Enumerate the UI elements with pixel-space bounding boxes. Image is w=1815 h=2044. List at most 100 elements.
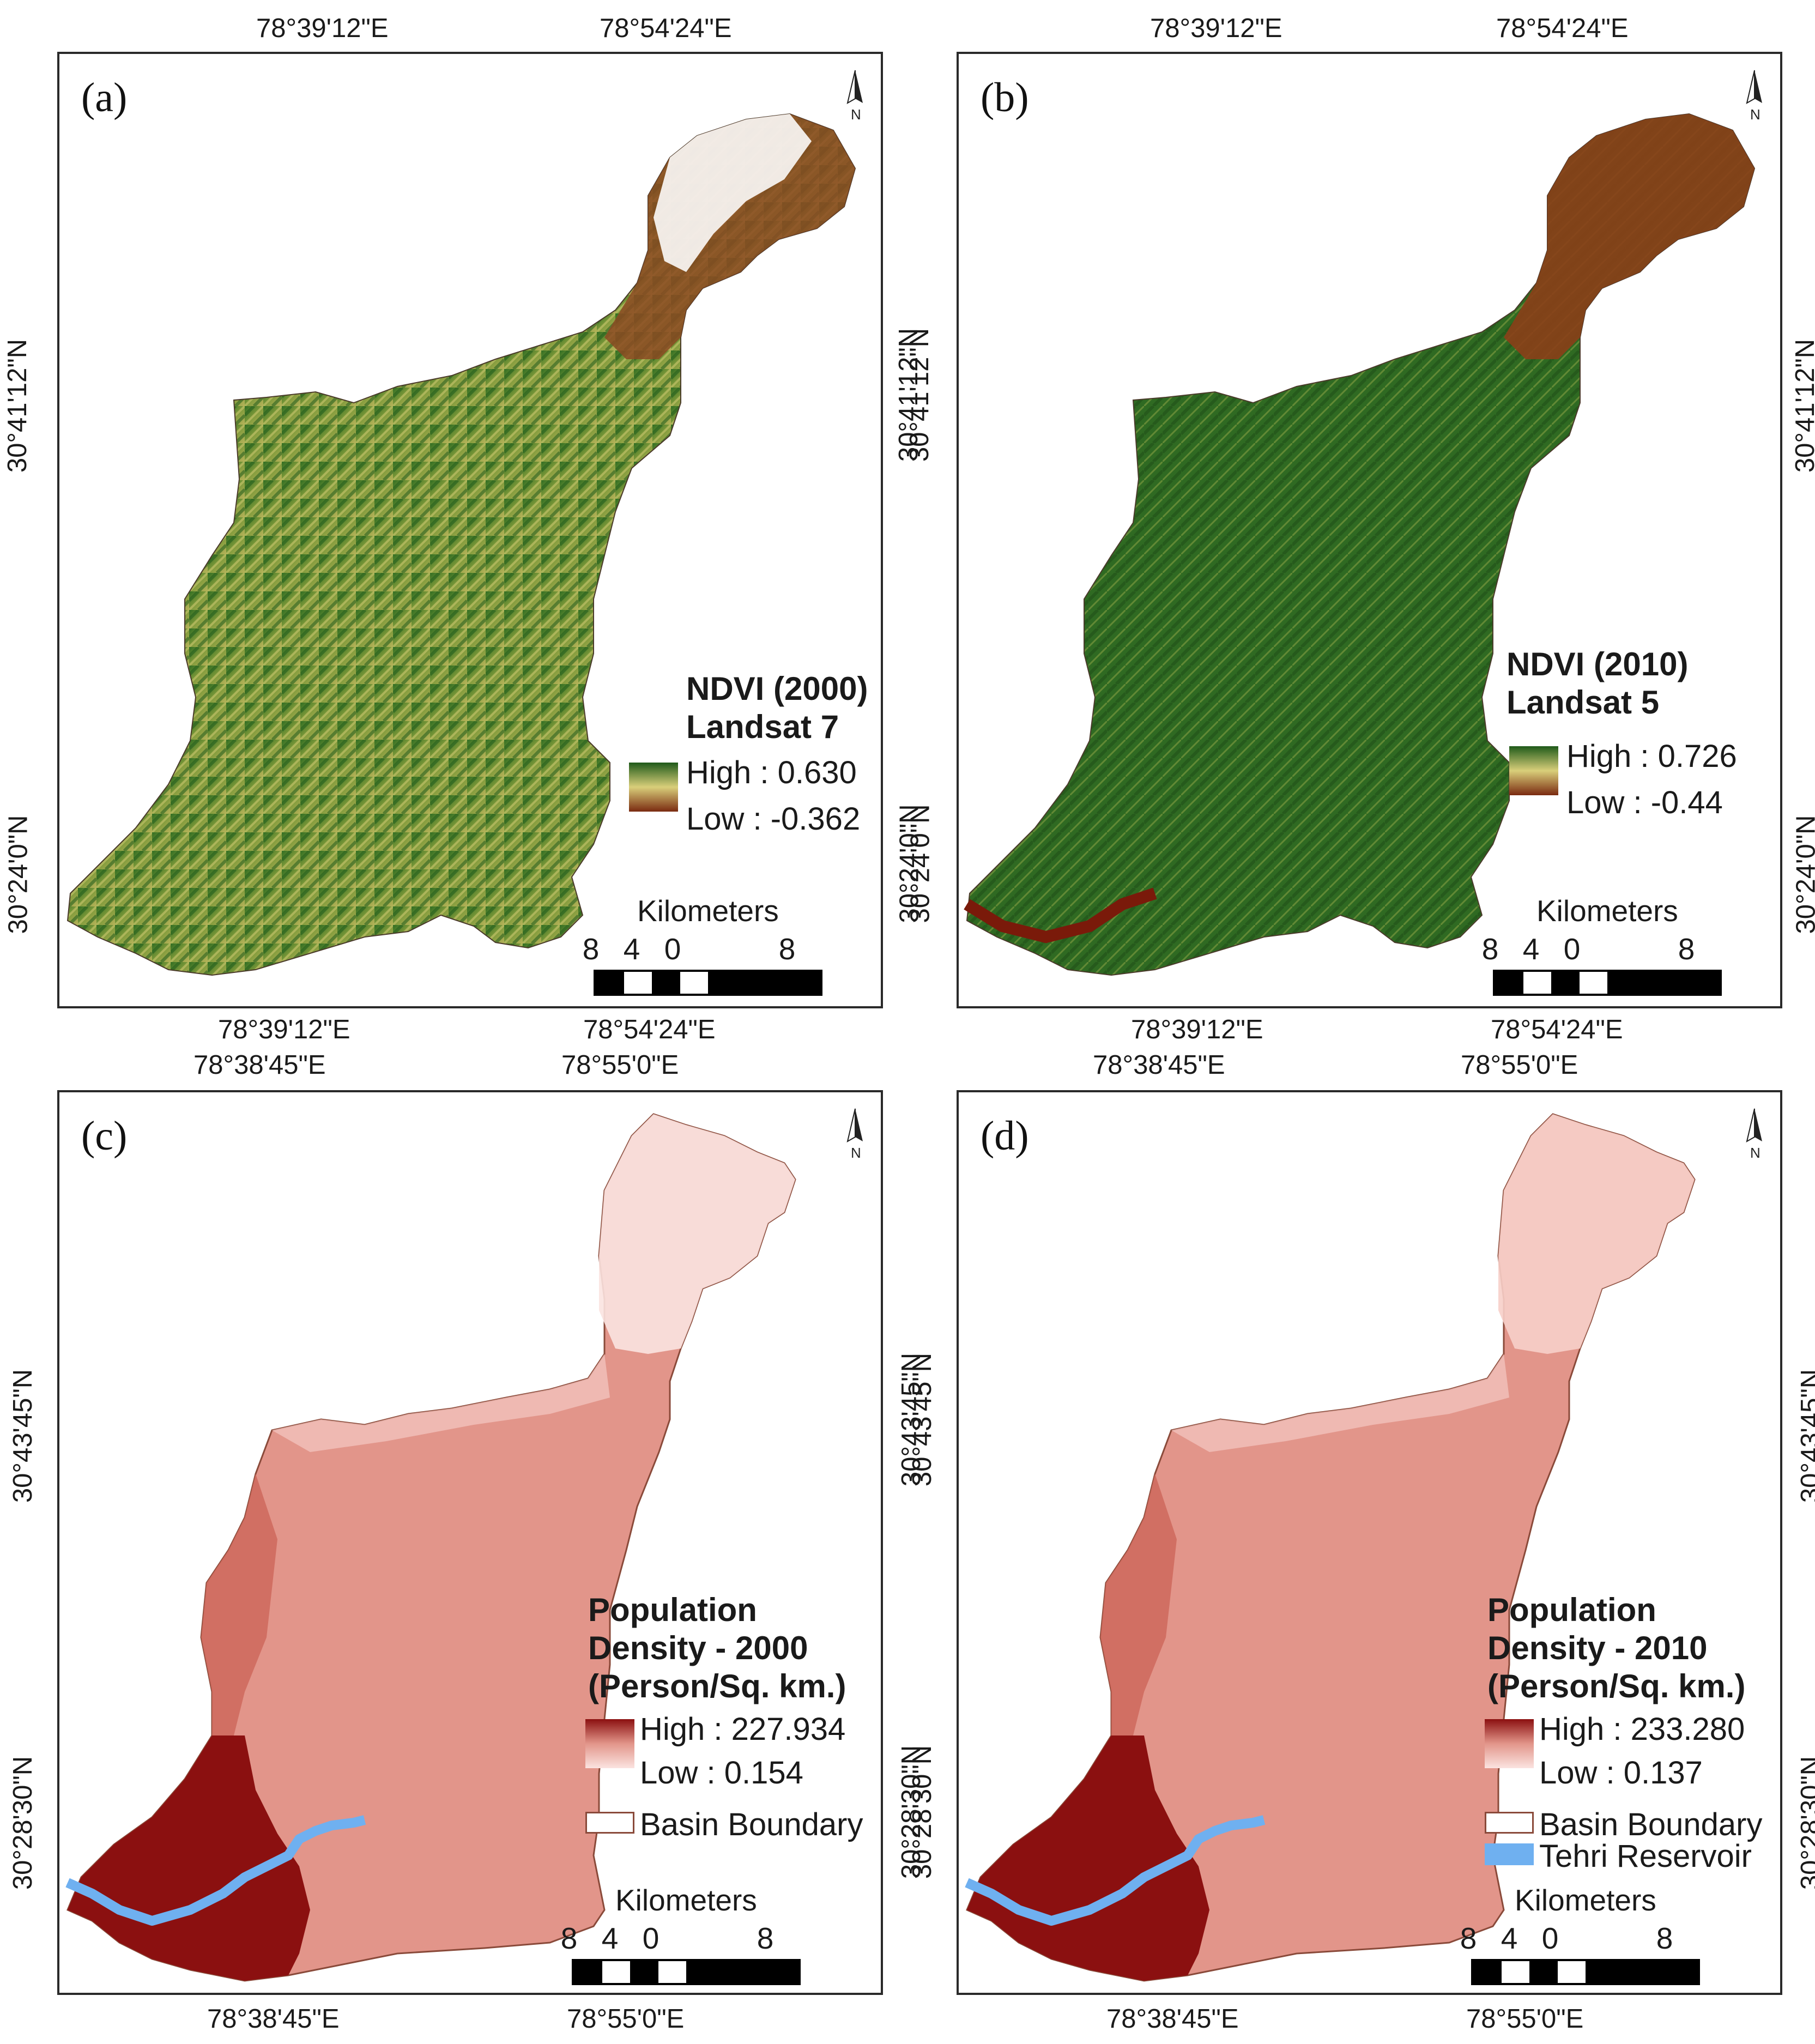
legend-low: Low : -0.362	[686, 801, 861, 837]
population-color-ramp	[1485, 1719, 1534, 1768]
right-tick-1: 30°41'12"N	[1790, 338, 1815, 473]
scale-title: Kilometers	[1536, 894, 1678, 928]
left-tick-1: 30°43'45"N	[908, 1352, 937, 1487]
north-arrow: N	[1746, 70, 1762, 123]
population-map: (d) N	[965, 1108, 1762, 1982]
map-frame: (b) N NDVI (2010) Landsat 5 High : 0.726…	[957, 52, 1782, 1008]
left-tick-1: 30°41'12"N	[905, 328, 935, 462]
scale-num-0: 0	[642, 1921, 660, 1955]
high-density-zone	[967, 1735, 1209, 1981]
right-tick-2: 30°28'30"N	[1796, 1756, 1815, 1890]
scale-num-8b: 8	[778, 932, 796, 966]
river-valley	[964, 887, 1157, 944]
bottom-tick-1: 78°38'45"E	[1106, 2004, 1239, 2034]
top-tick-1: 78°39'12"E	[256, 14, 389, 43]
ndvi-color-ramp	[629, 763, 678, 812]
scale-title: Kilometers	[1515, 1883, 1656, 1917]
map-frame: (d) N Population Density - 2010 (Person/…	[957, 1090, 1782, 1995]
top-tick-2: 78°54'24"E	[1496, 14, 1629, 43]
legend-basin-boundary: Basin Boundary	[640, 1807, 863, 1842]
bottom-tick-2: 78°54'24"E	[583, 1015, 716, 1044]
mid-high-zone	[201, 1474, 277, 1735]
bottom-tick-2: 78°55'0"E	[567, 2004, 685, 2034]
right-tick-1: 30°43'45"N	[1796, 1369, 1815, 1503]
scale-bar	[1471, 1959, 1700, 1985]
top-tick-1: 78°38'45"E	[193, 1050, 326, 1080]
legend-high: High : 227.934	[640, 1712, 846, 1747]
scale-bar	[1493, 970, 1722, 996]
snow-zone	[654, 114, 812, 272]
bottom-tick-1: 78°39'12"E	[1131, 1015, 1263, 1044]
bottom-tick-2: 78°55'0"E	[1466, 2004, 1584, 2034]
legend-title-line1: NDVI (2000)	[686, 670, 868, 707]
population-map: (c) N	[65, 1108, 863, 1982]
top-tick-1: 78°38'45"E	[1093, 1050, 1225, 1080]
left-tick-2: 30°28'30"N	[8, 1756, 38, 1890]
legend-low: Low : -0.44	[1566, 785, 1723, 820]
tehri-reservoir	[965, 1815, 1266, 1926]
low-density-zone	[599, 1114, 795, 1354]
bottom-tick-2: 78°54'24"E	[1491, 1015, 1623, 1044]
scale-bar	[572, 1959, 801, 1985]
scale-num-4: 4	[1522, 932, 1540, 966]
legend-basin-boundary: Basin Boundary	[1539, 1807, 1763, 1842]
legend-title-line1: Population	[588, 1592, 757, 1628]
panel-label: (b)	[981, 75, 1029, 120]
left-tick-2: 30°24'0"N	[905, 804, 935, 923]
panel-label: (c)	[81, 1113, 127, 1159]
svg-text:N: N	[851, 1145, 861, 1161]
scale-num-8a: 8	[560, 1921, 578, 1955]
top-tick-2: 78°54'24"E	[600, 14, 732, 43]
legend-title-line3: (Person/Sq. km.)	[1487, 1668, 1746, 1704]
scale-num-0: 0	[1563, 932, 1581, 966]
legend-title-line2: Density - 2000	[588, 1630, 808, 1666]
panel-label: (d)	[981, 1113, 1029, 1159]
legend-low: Low : 0.154	[640, 1755, 803, 1791]
scale-num-4: 4	[1501, 1921, 1518, 1955]
ndvi-map: (a) N	[66, 70, 863, 976]
bottom-tick-1: 78°39'12"E	[218, 1015, 350, 1044]
legend-title-line3: (Person/Sq. km.)	[588, 1668, 846, 1704]
basin-boundary-swatch	[1485, 1812, 1534, 1834]
north-arrow: N	[846, 1108, 863, 1161]
top-tick-1: 78°39'12"E	[1150, 14, 1282, 43]
scale-bar	[594, 970, 822, 996]
map-frame: (c) N Population Density - 2000 (Person/…	[57, 1090, 883, 1995]
scale-num-8a: 8	[1481, 932, 1499, 966]
tehri-reservoir	[65, 1815, 366, 1926]
scale-title: Kilometers	[637, 894, 779, 928]
legend-tehri-reservoir: Tehri Reservoir	[1539, 1839, 1752, 1874]
scale-title: Kilometers	[615, 1883, 757, 1917]
scale-num-8b: 8	[1678, 932, 1695, 966]
legend-title-line1: NDVI (2010)	[1507, 646, 1689, 682]
scale-num-0: 0	[664, 932, 681, 966]
low-density-west	[272, 1354, 610, 1452]
left-tick-1: 30°41'12"N	[3, 338, 33, 473]
low-density-west	[1171, 1354, 1509, 1452]
high-elevation-zone	[1504, 114, 1754, 359]
legend-title-line2: Landsat 7	[686, 709, 839, 745]
bottom-tick-1: 78°38'45"E	[207, 2004, 340, 2034]
north-arrow: N	[1746, 1108, 1762, 1161]
mid-high-zone	[1100, 1474, 1177, 1735]
legend-title-line2: Landsat 5	[1507, 684, 1660, 721]
scale-num-0: 0	[1541, 1921, 1559, 1955]
left-tick-1: 30°43'45"N	[8, 1369, 38, 1503]
legend-high: High : 233.280	[1539, 1712, 1745, 1747]
legend-high: High : 0.726	[1566, 739, 1737, 774]
right-tick-2: 30°24'0"N	[1791, 815, 1815, 934]
ndvi-color-ramp	[1509, 746, 1558, 795]
scale-num-4: 4	[601, 1921, 619, 1955]
left-tick-2: 30°28'30"N	[908, 1745, 937, 1879]
left-tick-2: 30°24'0"N	[3, 815, 33, 934]
scale-num-8b: 8	[1656, 1921, 1673, 1955]
scale-num-8b: 8	[757, 1921, 774, 1955]
high-density-zone	[68, 1735, 310, 1981]
scale-num-4: 4	[623, 932, 640, 966]
legend-title-line1: Population	[1487, 1592, 1656, 1628]
svg-text:N: N	[1750, 106, 1760, 123]
map-frame: (a) N NDVI (2000) Landsat 7 High : 0.630…	[57, 52, 883, 1008]
reservoir-swatch	[1485, 1843, 1534, 1865]
ndvi-map: (b) N	[964, 70, 1762, 976]
legend-title-line2: Density - 2010	[1487, 1630, 1708, 1666]
